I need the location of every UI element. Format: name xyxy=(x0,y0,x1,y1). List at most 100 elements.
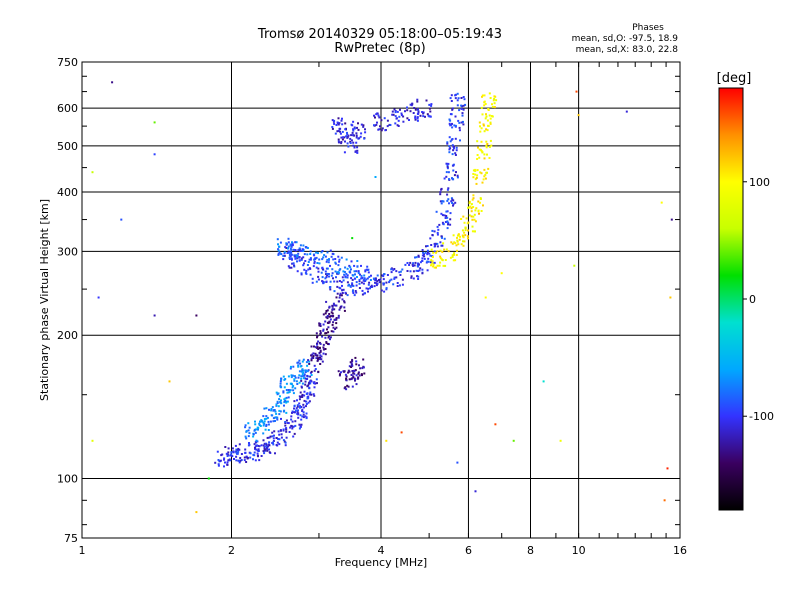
data-point xyxy=(414,118,417,121)
data-point xyxy=(369,287,371,290)
data-point xyxy=(394,122,397,125)
data-point xyxy=(332,330,335,333)
data-point xyxy=(417,254,420,257)
data-point xyxy=(329,315,331,318)
data-point xyxy=(153,121,156,124)
data-point xyxy=(451,198,454,201)
data-point xyxy=(408,119,410,121)
data-point xyxy=(300,257,303,260)
data-point xyxy=(414,115,417,118)
data-point xyxy=(275,444,278,446)
data-point xyxy=(312,352,315,355)
data-point xyxy=(299,365,302,368)
data-point xyxy=(354,379,356,382)
data-point xyxy=(268,408,270,411)
data-point xyxy=(266,416,269,419)
data-point xyxy=(391,110,394,113)
data-point xyxy=(429,110,432,113)
data-point xyxy=(268,436,271,439)
data-point xyxy=(350,260,353,263)
data-point xyxy=(352,376,355,379)
data-point xyxy=(310,380,313,383)
data-point xyxy=(322,343,325,346)
data-point xyxy=(298,423,301,426)
data-point xyxy=(263,442,266,445)
data-point xyxy=(277,253,280,256)
data-point xyxy=(335,276,337,279)
data-point xyxy=(326,315,329,317)
data-point xyxy=(301,408,304,411)
data-point xyxy=(317,348,320,350)
data-point xyxy=(663,499,666,502)
data-point xyxy=(304,383,307,386)
data-point xyxy=(326,251,329,254)
data-point xyxy=(345,375,348,378)
data-point xyxy=(304,260,307,262)
data-point xyxy=(352,289,354,292)
data-point xyxy=(302,264,305,267)
data-point xyxy=(304,371,307,373)
data-point xyxy=(267,429,270,431)
data-point xyxy=(474,173,477,176)
data-point xyxy=(430,244,433,246)
data-point xyxy=(365,287,368,290)
data-point xyxy=(339,292,342,295)
data-point xyxy=(456,249,458,252)
data-point xyxy=(290,365,292,368)
data-point xyxy=(326,309,329,312)
data-point xyxy=(347,284,350,287)
data-point xyxy=(489,121,492,124)
data-point xyxy=(320,271,323,274)
data-point xyxy=(322,329,325,332)
data-point xyxy=(409,270,412,273)
data-point xyxy=(153,314,156,317)
data-point xyxy=(429,254,432,257)
data-point xyxy=(227,451,230,454)
data-point xyxy=(327,273,330,275)
data-point xyxy=(330,330,333,333)
data-point xyxy=(457,233,460,236)
data-point xyxy=(288,391,291,393)
data-point xyxy=(329,288,332,291)
data-point xyxy=(346,276,349,279)
data-point xyxy=(354,273,356,276)
data-point xyxy=(366,277,369,280)
data-point xyxy=(343,301,346,304)
data-point xyxy=(323,254,326,257)
data-point xyxy=(257,455,259,458)
data-point xyxy=(272,440,275,442)
data-point xyxy=(485,113,487,116)
data-point xyxy=(274,420,276,422)
data-point xyxy=(435,251,437,254)
data-point xyxy=(328,313,331,315)
data-point xyxy=(475,182,478,185)
data-point xyxy=(356,151,359,154)
data-point xyxy=(476,158,479,160)
data-point xyxy=(223,458,225,461)
data-point xyxy=(350,277,353,280)
data-point xyxy=(329,318,332,321)
data-point xyxy=(291,425,294,428)
data-point xyxy=(432,265,435,268)
data-point xyxy=(349,361,352,364)
data-point xyxy=(357,371,360,374)
data-point xyxy=(249,456,252,459)
data-point xyxy=(275,437,278,439)
data-point xyxy=(335,317,338,320)
data-point xyxy=(297,249,300,252)
data-point xyxy=(364,270,367,273)
data-point xyxy=(331,126,334,128)
data-point xyxy=(364,280,367,282)
data-point xyxy=(429,261,432,264)
data-point xyxy=(660,201,663,204)
data-point xyxy=(465,217,468,220)
data-point xyxy=(295,380,298,383)
data-point xyxy=(477,200,480,203)
data-point xyxy=(421,259,424,262)
data-point xyxy=(256,444,258,447)
data-point xyxy=(382,275,385,278)
data-point xyxy=(383,117,386,120)
data-point xyxy=(256,449,259,452)
data-point xyxy=(416,275,419,278)
data-point xyxy=(271,435,274,438)
